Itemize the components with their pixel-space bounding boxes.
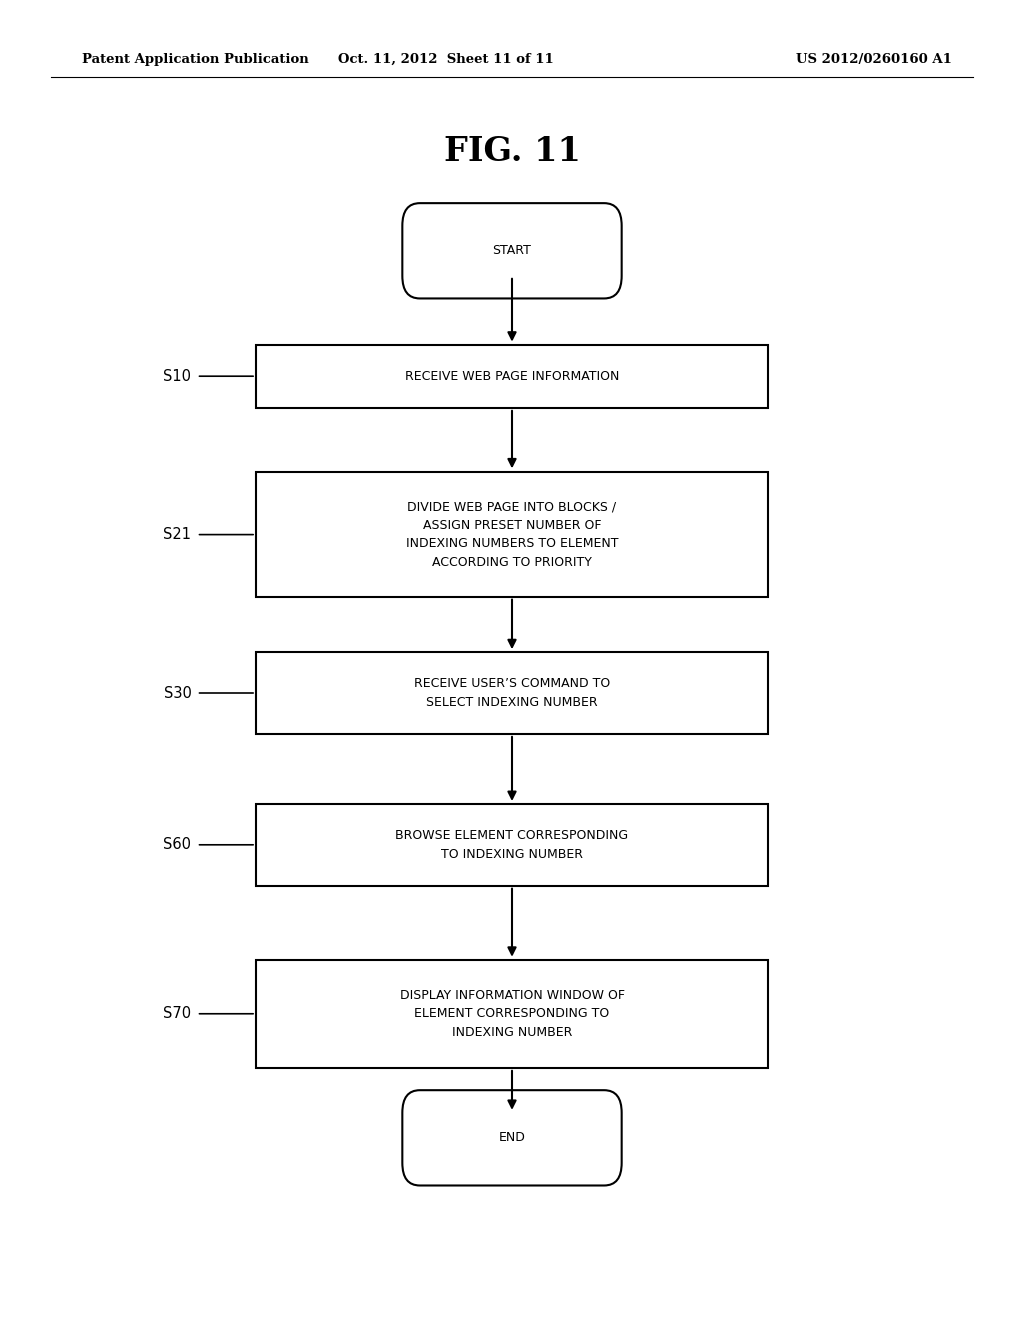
Text: Oct. 11, 2012  Sheet 11 of 11: Oct. 11, 2012 Sheet 11 of 11 [338,53,553,66]
Text: Patent Application Publication: Patent Application Publication [82,53,308,66]
FancyBboxPatch shape [256,473,768,597]
Text: S30: S30 [164,685,191,701]
FancyBboxPatch shape [402,203,622,298]
Text: FIG. 11: FIG. 11 [443,135,581,168]
Text: US 2012/0260160 A1: US 2012/0260160 A1 [797,53,952,66]
FancyBboxPatch shape [402,1090,622,1185]
Text: BROWSE ELEMENT CORRESPONDING
TO INDEXING NUMBER: BROWSE ELEMENT CORRESPONDING TO INDEXING… [395,829,629,861]
Text: S60: S60 [164,837,191,853]
Text: S10: S10 [164,368,191,384]
FancyBboxPatch shape [256,652,768,734]
Text: START: START [493,244,531,257]
Text: S21: S21 [164,527,191,543]
Text: END: END [499,1131,525,1144]
Text: DISPLAY INFORMATION WINDOW OF
ELEMENT CORRESPONDING TO
INDEXING NUMBER: DISPLAY INFORMATION WINDOW OF ELEMENT CO… [399,989,625,1039]
Text: S70: S70 [164,1006,191,1022]
FancyBboxPatch shape [256,804,768,886]
Text: RECEIVE WEB PAGE INFORMATION: RECEIVE WEB PAGE INFORMATION [404,370,620,383]
Text: DIVIDE WEB PAGE INTO BLOCKS /
ASSIGN PRESET NUMBER OF
INDEXING NUMBERS TO ELEMEN: DIVIDE WEB PAGE INTO BLOCKS / ASSIGN PRE… [406,500,618,569]
FancyBboxPatch shape [256,960,768,1068]
Text: RECEIVE USER’S COMMAND TO
SELECT INDEXING NUMBER: RECEIVE USER’S COMMAND TO SELECT INDEXIN… [414,677,610,709]
FancyBboxPatch shape [256,345,768,408]
